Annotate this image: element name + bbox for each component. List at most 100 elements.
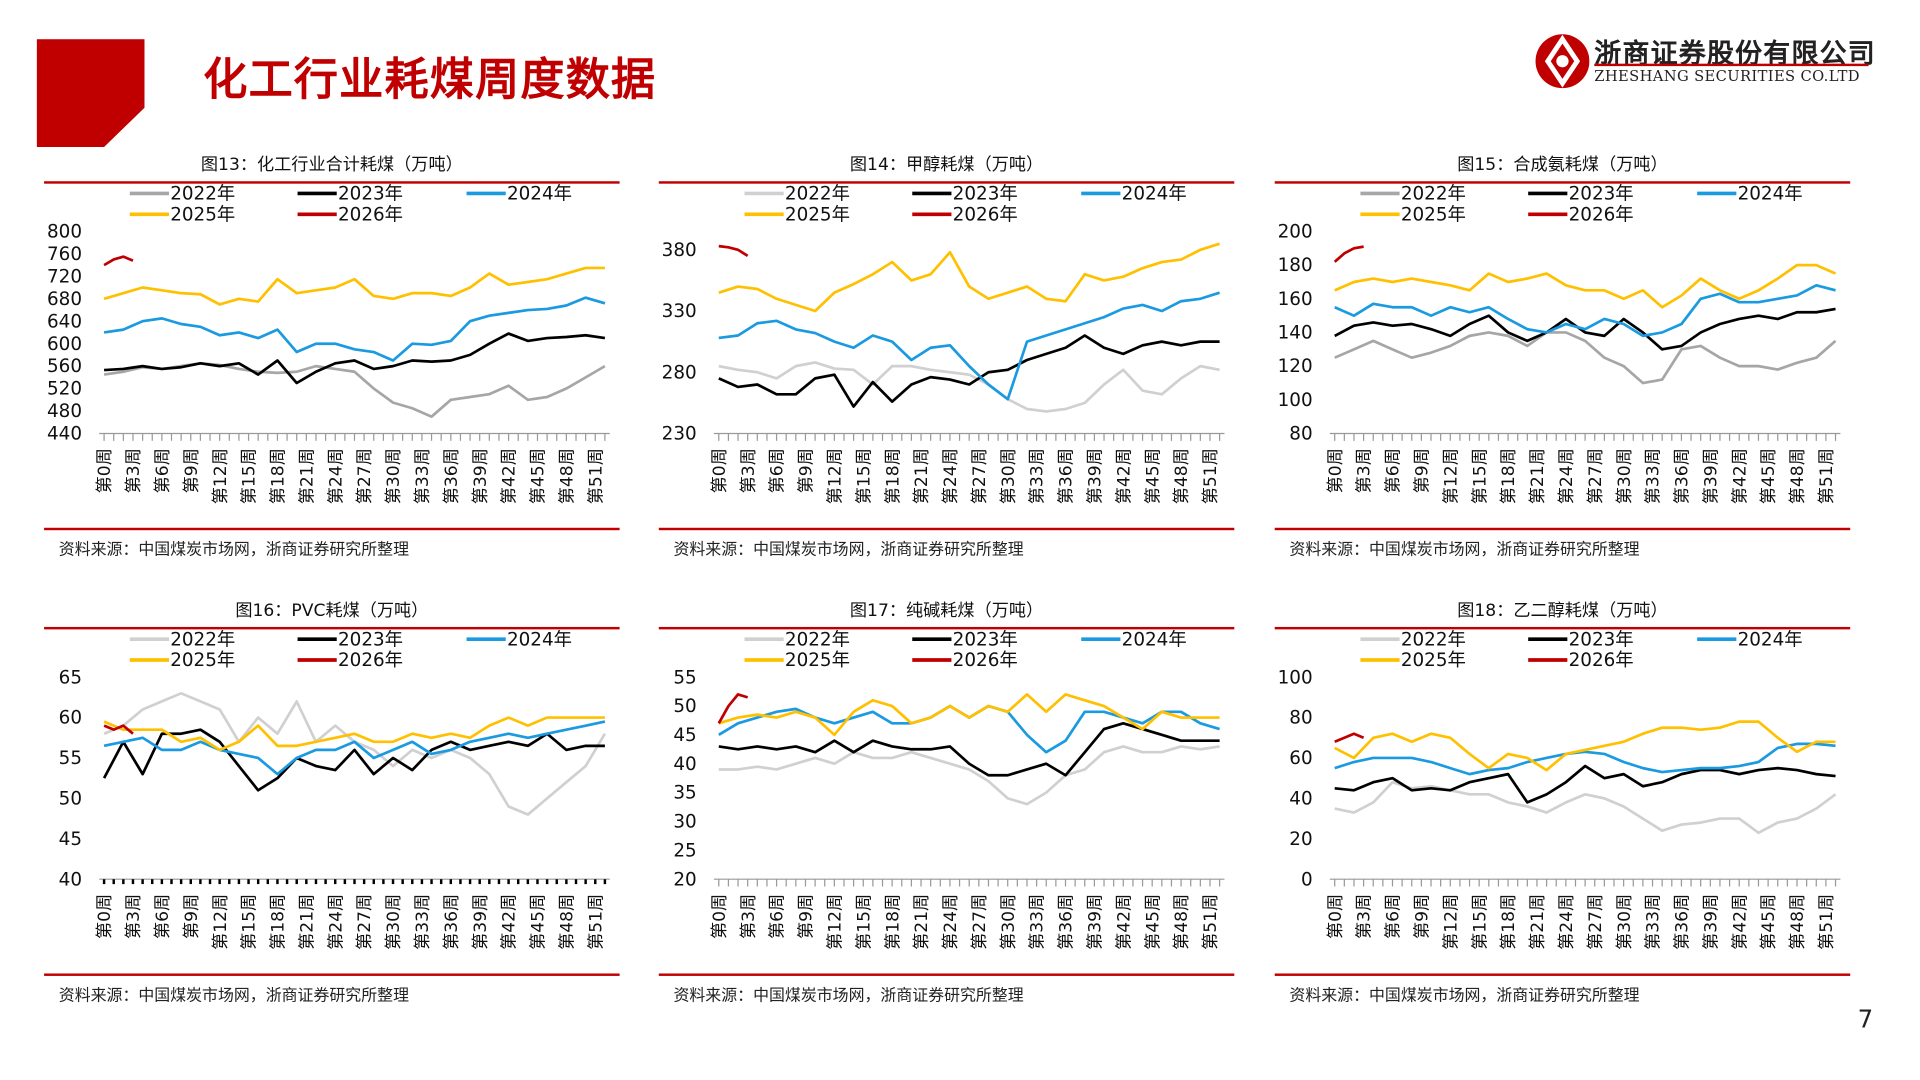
legend-label: 2024年 <box>507 184 572 205</box>
x-tick-label: 第6周 <box>1384 448 1404 493</box>
x-tick-label: 第3周 <box>1355 448 1375 493</box>
legend-label: 2026年 <box>953 204 1018 225</box>
x-tick-label: 第39周 <box>1701 448 1721 504</box>
x-tick-label: 第15周 <box>1470 894 1490 950</box>
x-tick-label: 第45周 <box>529 448 549 504</box>
legend-label: 2025年 <box>785 204 850 225</box>
x-tick-label: 第30周 <box>1615 894 1635 950</box>
y-tick-label: 160 <box>1278 289 1313 310</box>
x-tick-label: 第45周 <box>1759 448 1779 504</box>
x-tick-label: 第15周 <box>240 894 260 950</box>
legend-item-2026: 2026年 <box>912 650 1018 671</box>
y-tick-label: 800 <box>47 222 82 243</box>
y-tick-label: 40 <box>1289 788 1312 809</box>
legend-item-2025: 2025年 <box>744 650 850 671</box>
y-tick-label: 380 <box>662 240 697 261</box>
x-tick-label: 第12周 <box>211 448 231 504</box>
series-line-2023 <box>718 334 1220 408</box>
legend-item-2024: 2024年 <box>1081 629 1187 650</box>
legend-label: 2022年 <box>1401 184 1466 205</box>
legend-label: 2026年 <box>953 650 1018 671</box>
legend-label: 2023年 <box>1569 184 1634 205</box>
x-tick-label: 第0周 <box>710 448 730 493</box>
x-tick-label: 第24周 <box>941 894 961 950</box>
logo-emblem-icon <box>1535 34 1590 89</box>
x-tick-label: 第21周 <box>912 894 932 950</box>
x-tick-label: 第36周 <box>442 894 462 950</box>
y-tick-label: 50 <box>673 696 696 717</box>
legend-label: 2025年 <box>1401 204 1466 225</box>
x-tick-label: 第36周 <box>1673 894 1693 950</box>
legend-item-2023: 2023年 <box>1528 184 1634 205</box>
x-tick-label: 第15周 <box>1470 448 1490 504</box>
chart-panel-13: 图13：化工行业合计耗煤（万吨） 资料来源：中国煤炭市场网，浙商证券研究所整理 2… <box>44 156 620 573</box>
y-tick-label: 20 <box>673 869 696 890</box>
y-tick-label: 140 <box>1278 323 1313 344</box>
x-tick-label: 第42周 <box>500 448 520 504</box>
x-tick-label: 第30周 <box>384 448 404 504</box>
source-note: 资料来源：中国煤炭市场网，浙商证券研究所整理 <box>1289 541 1640 560</box>
chart-panel-15: 图15：合成氨耗煤（万吨） 资料来源：中国煤炭市场网，浙商证券研究所整理 2022… <box>1274 156 1851 573</box>
bottom-rule <box>1274 527 1851 530</box>
x-tick-label: 第30周 <box>999 448 1019 504</box>
series-line-2026 <box>1333 245 1364 263</box>
chart-title: 图13：化工行业合计耗煤（万吨） <box>200 155 463 176</box>
chart-title: 图18：乙二醇耗煤（万吨） <box>1457 601 1668 621</box>
top-rule <box>44 626 620 629</box>
legend-label: 2023年 <box>1569 629 1634 650</box>
x-tick-label: 第24周 <box>326 894 346 950</box>
title-red-block <box>36 39 145 147</box>
y-tick-label: 40 <box>673 754 696 775</box>
series-line-2025 <box>718 693 1220 737</box>
legend-label: 2025年 <box>785 650 850 671</box>
bottom-rule <box>44 973 620 976</box>
series-line-2024 <box>718 291 1221 401</box>
y-tick-label: 520 <box>47 379 82 400</box>
x-tick-label: 第6周 <box>768 448 788 493</box>
y-tick-label: 35 <box>673 783 696 804</box>
y-tick-label: 280 <box>662 362 697 383</box>
legend-label: 2025年 <box>1401 650 1466 671</box>
legend-item-2024: 2024年 <box>466 629 572 650</box>
legend-item-2022: 2022年 <box>129 629 235 650</box>
series-line-2022 <box>1334 331 1837 385</box>
y-tick-label: 0 <box>1301 869 1313 890</box>
series-line-2026 <box>1334 732 1365 744</box>
x-tick-label: 第48周 <box>1172 894 1192 950</box>
x-tick-label: 第33周 <box>413 448 433 504</box>
legend-label: 2026年 <box>338 204 403 225</box>
chart-panel-14: 图14：甲醇耗煤（万吨） 资料来源：中国煤炭市场网，浙商证券研究所整理 2022年… <box>658 156 1235 573</box>
y-tick-label: 40 <box>59 869 82 890</box>
line-chart: 2022年 2023年 2024年 2025年 2026年 0 20 40 60 80 100 第0周… <box>1278 629 1841 950</box>
source-note: 资料来源：中国煤炭市场网，浙商证券研究所整理 <box>673 986 1024 1006</box>
legend-item-2025: 2025年 <box>744 204 850 225</box>
bottom-rule <box>44 527 620 530</box>
y-tick-label: 25 <box>673 840 696 861</box>
y-tick-label: 55 <box>59 748 82 769</box>
legend-item-2026: 2026年 <box>1528 204 1634 225</box>
x-tick-label: 第51周 <box>1201 448 1221 504</box>
x-tick-label: 第12周 <box>211 894 231 950</box>
y-tick-label: 30 <box>673 812 696 833</box>
x-tick-label: 第21周 <box>297 448 317 504</box>
x-tick-label: 第12周 <box>1441 448 1461 504</box>
series-line-2023 <box>718 721 1220 777</box>
x-tick-label: 第27周 <box>1586 448 1606 504</box>
top-rule <box>658 626 1235 629</box>
legend-label: 2023年 <box>953 184 1018 205</box>
x-tick-label: 第51周 <box>1817 894 1837 950</box>
y-tick-label: 440 <box>47 424 82 445</box>
x-tick-label: 第21周 <box>1528 894 1548 950</box>
legend-item-2022: 2022年 <box>744 184 850 205</box>
x-tick-label: 第45周 <box>1143 448 1163 504</box>
chart-panel-17: 图17：纯碱耗煤（万吨） 资料来源：中国煤炭市场网，浙商证券研究所整理 2022年… <box>658 601 1235 1019</box>
x-tick-label: 第27周 <box>355 894 375 950</box>
top-rule <box>1274 626 1851 629</box>
legend-item-2025: 2025年 <box>129 650 235 671</box>
x-tick-label: 第45周 <box>1759 894 1779 950</box>
legend-label: 2026年 <box>1569 204 1634 225</box>
x-tick-label: 第18周 <box>1499 448 1519 504</box>
x-tick-label: 第33周 <box>1644 894 1664 950</box>
x-tick-label: 第45周 <box>1143 894 1163 950</box>
